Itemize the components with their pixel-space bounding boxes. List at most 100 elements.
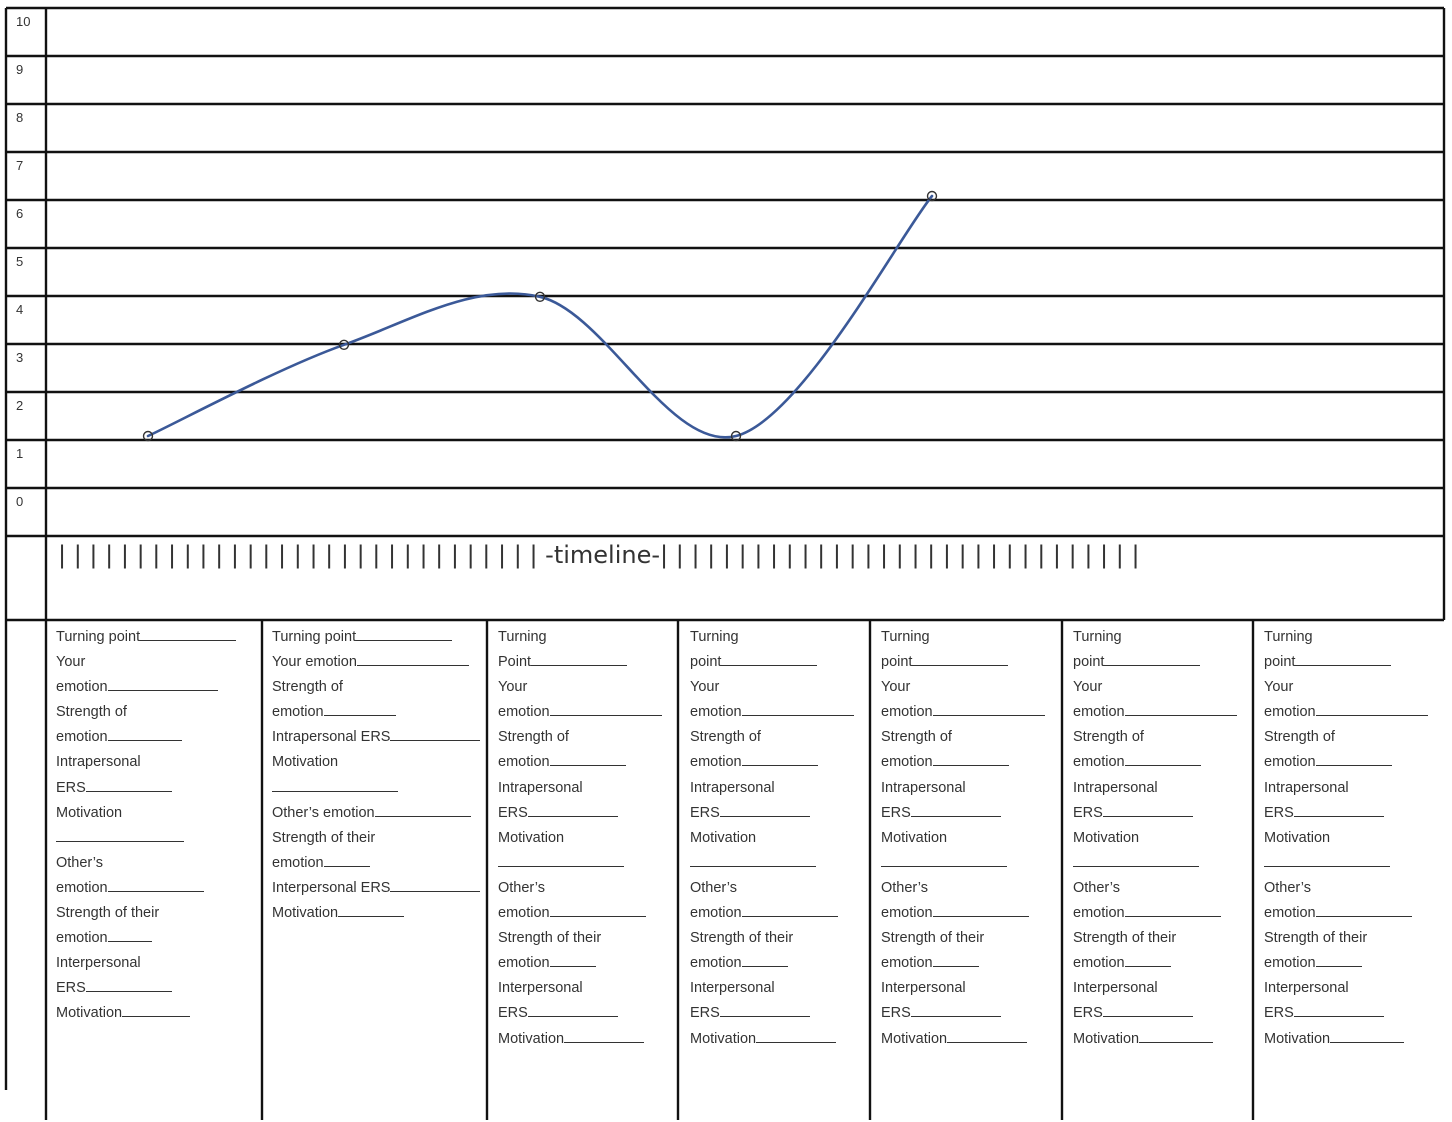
turning-point-marker [730, 430, 742, 442]
fill-in-blank[interactable] [272, 779, 398, 792]
fill-in-blank[interactable] [323, 703, 396, 717]
fill-in-blank[interactable] [107, 728, 182, 742]
prompt-label: Turning point [56, 629, 141, 645]
prompt-label: Motivation [498, 1030, 565, 1047]
fill-in-blank[interactable] [1124, 753, 1201, 767]
fill-in-blank[interactable] [1104, 653, 1201, 667]
prompt-label: Motivation [881, 1030, 948, 1047]
fill-in-blank[interactable] [1124, 954, 1171, 968]
prompt-label: emotion [1073, 754, 1125, 771]
fill-in-blank[interactable] [549, 904, 646, 918]
prompt-label: Intrapersonal [498, 779, 583, 796]
fill-in-blank[interactable] [910, 1004, 1001, 1018]
fill-in-blank[interactable] [719, 804, 810, 817]
fill-in-blank[interactable] [932, 904, 1029, 918]
fill-in-blank[interactable] [527, 804, 618, 817]
timeline-row: | | | | | | | | | | | | | | | | | | | | … [58, 540, 1438, 620]
prompt-label: emotion [498, 905, 550, 922]
fill-in-blank[interactable] [1315, 703, 1428, 717]
prompt-line [272, 776, 480, 801]
fill-in-blank[interactable] [498, 854, 624, 867]
prompt-label: Motivation [1073, 829, 1140, 846]
prompt-label: emotion [1073, 955, 1125, 972]
fill-in-blank[interactable] [356, 653, 469, 667]
fill-in-blank[interactable] [140, 628, 237, 641]
fill-in-blank[interactable] [107, 678, 218, 692]
fill-in-blank[interactable] [1293, 1004, 1384, 1018]
fill-in-blank[interactable] [56, 829, 184, 842]
fill-in-blank[interactable] [390, 879, 481, 892]
fill-in-blank[interactable] [1073, 854, 1199, 867]
fill-in-blank[interactable] [947, 1030, 1028, 1043]
fill-in-blank[interactable] [741, 954, 788, 968]
prompt-line: Other’s [56, 851, 236, 876]
fill-in-blank[interactable] [374, 804, 471, 817]
prompt-label: emotion [56, 930, 108, 947]
fill-in-blank[interactable] [107, 879, 204, 892]
fill-in-blank[interactable] [356, 628, 453, 641]
fill-in-blank[interactable] [85, 779, 172, 792]
turning-point-column: Turning point Your emotion Strength of emotio… [1073, 625, 1237, 1052]
fill-in-blank[interactable] [721, 653, 818, 667]
prompt-label: Your [56, 654, 86, 671]
prompt-line: emotion [881, 700, 1045, 725]
prompt-line: emotion [56, 876, 236, 901]
prompt-line: Other’s [690, 876, 854, 901]
fill-in-blank[interactable] [1139, 1030, 1214, 1043]
prompt-label: Interpersonal [690, 980, 775, 997]
fill-in-blank[interactable] [690, 854, 816, 867]
fill-in-blank[interactable] [719, 1004, 810, 1018]
fill-in-blank[interactable] [323, 854, 370, 867]
fill-in-blank[interactable] [85, 979, 172, 993]
prompt-label: emotion [881, 704, 933, 721]
prompt-line: Motivation [1264, 826, 1428, 851]
prompt-label: emotion [272, 704, 324, 721]
fill-in-blank[interactable] [338, 904, 405, 918]
prompt-label: emotion [881, 754, 933, 771]
prompt-label: Other’s [690, 879, 738, 896]
prompt-line: Motivation [498, 826, 662, 851]
fill-in-blank[interactable] [122, 1004, 191, 1018]
prompt-label: point [1264, 654, 1296, 671]
fill-in-blank[interactable] [531, 653, 628, 667]
fill-in-blank[interactable] [564, 1030, 645, 1043]
fill-in-blank[interactable] [1124, 904, 1221, 918]
fill-in-blank[interactable] [1315, 904, 1412, 918]
fill-in-blank[interactable] [1330, 1030, 1405, 1043]
fill-in-blank[interactable] [1102, 1004, 1193, 1018]
prompt-line: Motivation [1264, 1027, 1428, 1052]
prompt-line: point [1264, 650, 1428, 675]
fill-in-blank[interactable] [1315, 753, 1392, 767]
fill-in-blank[interactable] [741, 753, 818, 767]
fill-in-blank[interactable] [1264, 854, 1390, 867]
fill-in-blank[interactable] [741, 904, 838, 918]
fill-in-blank[interactable] [932, 703, 1045, 717]
prompt-line: Strength of [56, 700, 236, 725]
prompt-line: emotion [1264, 901, 1428, 926]
fill-in-blank[interactable] [741, 703, 854, 717]
prompt-label: Interpersonal [498, 980, 583, 997]
prompt-line: Other’s [1264, 876, 1428, 901]
prompt-line: Motivation [272, 750, 480, 775]
turning-point-markers [142, 190, 938, 442]
fill-in-blank[interactable] [549, 753, 626, 767]
fill-in-blank[interactable] [1102, 804, 1193, 817]
fill-in-blank[interactable] [390, 728, 481, 742]
fill-in-blank[interactable] [912, 653, 1009, 667]
fill-in-blank[interactable] [910, 804, 1001, 817]
prompt-line: Interpersonal [1264, 976, 1428, 1001]
fill-in-blank[interactable] [1124, 703, 1237, 717]
fill-in-blank[interactable] [756, 1030, 837, 1043]
fill-in-blank[interactable] [549, 954, 596, 968]
fill-in-blank[interactable] [881, 854, 1007, 867]
fill-in-blank[interactable] [1295, 653, 1392, 667]
fill-in-blank[interactable] [1315, 954, 1362, 968]
fill-in-blank[interactable] [932, 954, 979, 968]
fill-in-blank[interactable] [932, 753, 1009, 767]
fill-in-blank[interactable] [107, 929, 152, 943]
prompt-line: Intrapersonal [1264, 776, 1428, 801]
fill-in-blank[interactable] [1293, 804, 1384, 817]
fill-in-blank[interactable] [549, 703, 662, 717]
prompt-label: Turning point [272, 629, 357, 645]
fill-in-blank[interactable] [527, 1004, 618, 1018]
